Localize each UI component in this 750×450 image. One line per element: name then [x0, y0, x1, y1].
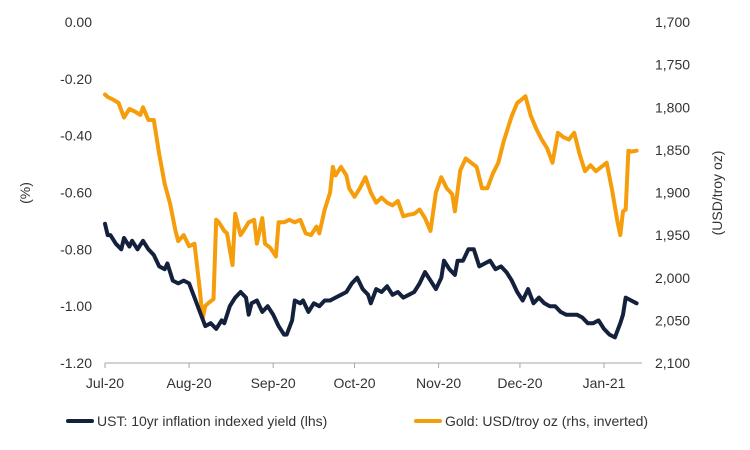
right-tick-label: 2,050 [655, 312, 690, 328]
left-tick-label: -0.60 [60, 185, 92, 201]
right-tick-label: 2,000 [655, 270, 690, 286]
right-tick-label: 1,950 [655, 227, 690, 243]
right-axis-title: (USD/troy oz) [709, 151, 725, 236]
right-tick-label: 1,750 [655, 57, 690, 73]
x-tick-label: Jan-21 [583, 375, 626, 391]
right-tick-label: 1,850 [655, 142, 690, 158]
right-axis-ticks: 1,700 1,750 1,800 1,850 1,900 1,950 2,000 2,050… [655, 14, 690, 371]
right-tick-label: 1,800 [655, 99, 690, 115]
right-tick-label: 1,700 [655, 14, 690, 30]
right-tick-label: 1,900 [655, 185, 690, 201]
legend-label: UST: 10yr inflation indexed yield (lhs) [97, 413, 327, 429]
right-tick-label: 2,100 [655, 355, 690, 371]
left-axis-ticks: 0.00 -0.20 -0.40 -0.60 -0.80 -1.00 -1.20 [60, 14, 92, 371]
x-tick-label: Sep-20 [251, 375, 296, 391]
x-tick-label: Dec-20 [497, 375, 542, 391]
x-tick-label: Nov-20 [416, 375, 461, 391]
series-layer [103, 92, 639, 340]
left-tick-label: -0.80 [60, 241, 92, 257]
left-tick-label: -1.00 [60, 298, 92, 314]
ust-yield-series-line [103, 221, 639, 340]
x-tick-label: Jul-20 [86, 375, 124, 391]
x-axis: Jul-20 Aug-20 Sep-20 Oct-20 Nov-20 Dec-20 Jan-… [86, 362, 642, 391]
x-tick-label: Aug-20 [166, 375, 211, 391]
x-tick-label: Oct-20 [334, 375, 376, 391]
legend: UST: 10yr inflation indexed yield (lhs) G… [66, 413, 648, 429]
left-tick-label: 0.00 [65, 14, 92, 30]
left-tick-label: -0.40 [60, 128, 92, 144]
left-tick-label: -1.20 [60, 355, 92, 371]
legend-label: Gold: USD/troy oz (rhs, inverted) [445, 413, 648, 429]
left-axis-title: (%) [17, 182, 33, 204]
gold-series-line [103, 92, 639, 321]
left-tick-label: -0.20 [60, 71, 92, 87]
